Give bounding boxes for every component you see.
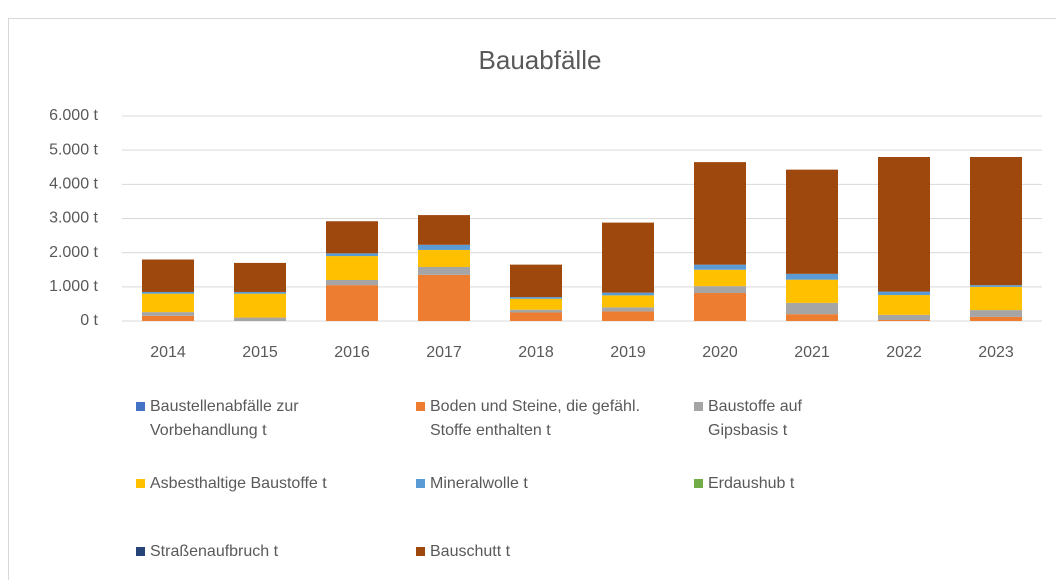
x-tick-label: 2016 [334, 344, 370, 361]
bar-segment [234, 317, 286, 321]
bar-segment [786, 314, 838, 321]
bar-segment [510, 309, 562, 313]
legend-label: Boden und Steine, die gefähl. Stoffe ent… [430, 398, 640, 439]
bar-segment [786, 302, 838, 315]
legend-swatch [136, 547, 145, 556]
chart-border [8, 18, 1056, 580]
bar-segment [142, 312, 194, 316]
legend-label: Mineralwolle t [430, 475, 528, 492]
x-tick-label: 2023 [978, 344, 1014, 361]
legend-item: Baustellenabfälle zur Vorbehandlung t [136, 395, 355, 443]
y-tick-label: 4.000 t [49, 176, 98, 193]
x-tick-label: 2015 [242, 344, 278, 361]
bar-segment [878, 319, 930, 321]
bar-segment [418, 244, 470, 250]
y-tick-label: 2.000 t [49, 244, 98, 261]
bar-segment [694, 162, 746, 265]
bar-segment [970, 286, 1022, 311]
bar-segment [326, 280, 378, 286]
bar-segment [418, 267, 470, 275]
legend-swatch [694, 402, 703, 411]
bar-segment [142, 291, 194, 294]
bar-segment [326, 285, 378, 321]
bar-segment [510, 264, 562, 298]
bar-segment [234, 293, 286, 318]
bar-segment [694, 269, 746, 287]
bar-segment [234, 291, 286, 294]
legend-label: Asbesthaltige Baustoffe t [150, 475, 327, 492]
bar-segment [602, 307, 654, 312]
bar-segment [142, 315, 194, 321]
legend-swatch [416, 547, 425, 556]
x-tick-label: 2022 [886, 344, 922, 361]
y-tick-label: 3.000 t [49, 210, 98, 227]
bar-segment [694, 264, 746, 270]
bar-segment [142, 259, 194, 292]
bar-segment [786, 273, 838, 280]
bar-segment [418, 249, 470, 268]
bar-segment [418, 215, 470, 245]
bar-segment [234, 262, 286, 292]
bar-segment [326, 221, 378, 254]
bar-segment [602, 295, 654, 308]
bar-segment [878, 291, 930, 296]
legend-swatch [136, 479, 145, 488]
bar-segment [418, 274, 470, 321]
bar-segment [786, 169, 838, 274]
bar-segment [602, 222, 654, 293]
bar-segment [602, 292, 654, 296]
legend-item: Mineralwolle t [416, 472, 665, 496]
legend-item: Erdaushub t [694, 472, 843, 496]
chart-title: Bauabfälle [479, 45, 602, 75]
x-tick-label: 2018 [518, 344, 554, 361]
bar-segment [970, 157, 1022, 286]
bar-segment [786, 279, 838, 303]
legend-swatch [416, 402, 425, 411]
legend-item: Straßenaufbruch t [136, 540, 355, 564]
bar-segment [694, 286, 746, 293]
legend-item: Boden und Steine, die gefähl. Stoffe ent… [416, 395, 665, 443]
bar-segment [878, 295, 930, 315]
bar-segment [878, 157, 930, 292]
bar-segment [602, 311, 654, 321]
y-tick-label: 1.000 t [49, 278, 98, 295]
bar-segment [970, 316, 1022, 321]
bar-segment [878, 314, 930, 320]
bar-segment [142, 293, 194, 313]
legend-label: Bauschutt t [430, 543, 511, 560]
y-tick-label: 5.000 t [49, 141, 98, 158]
x-tick-label: 2019 [610, 344, 646, 361]
bar-segment [970, 310, 1022, 317]
bar-segment [694, 292, 746, 321]
legend-swatch [694, 479, 703, 488]
bar-segment [510, 312, 562, 321]
y-tick-label: 0 t [80, 312, 98, 329]
x-tick-label: 2014 [150, 344, 186, 361]
legend-item: Baustoffe auf Gipsbasis t [694, 395, 843, 443]
legend-label: Baustellenabfälle zur Vorbehandlung t [150, 398, 299, 439]
legend-label: Baustoffe auf Gipsbasis t [708, 398, 802, 439]
x-tick-label: 2017 [426, 344, 462, 361]
bar-segment [510, 297, 562, 299]
legend-label: Straßenaufbruch t [150, 543, 279, 560]
legend-swatch [416, 479, 425, 488]
y-tick-label: 6.000 t [49, 107, 98, 124]
legend-item: Bauschutt t [416, 540, 665, 564]
x-tick-label: 2021 [794, 344, 830, 361]
bar-segment [326, 253, 378, 257]
x-tick-label: 2020 [702, 344, 738, 361]
bar-segment [970, 285, 1022, 287]
legend-swatch [136, 402, 145, 411]
legend-label: Erdaushub t [708, 475, 795, 492]
bar-segment [510, 298, 562, 310]
legend-item: Asbesthaltige Baustoffe t [136, 472, 355, 496]
bar-segment [326, 256, 378, 280]
